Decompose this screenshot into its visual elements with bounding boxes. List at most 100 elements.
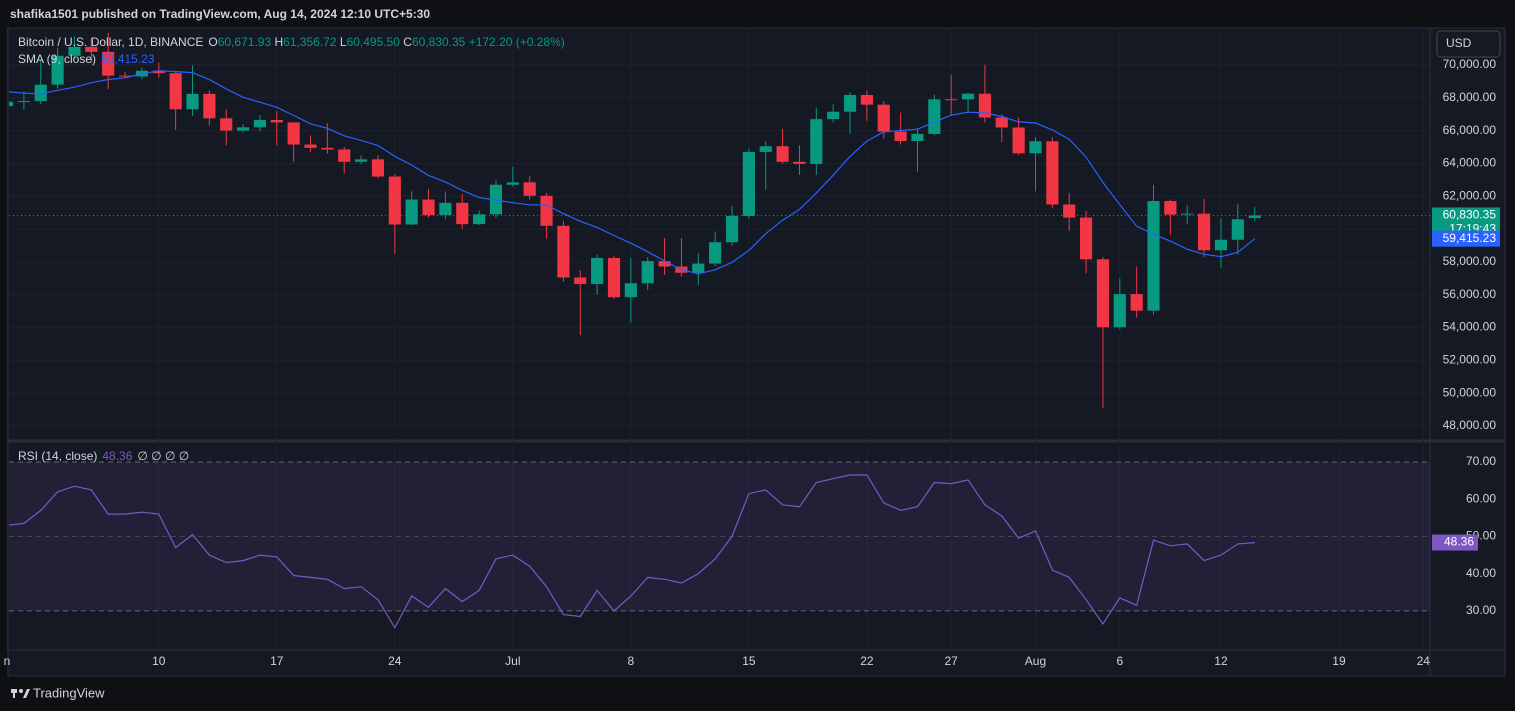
candle-body <box>388 176 401 225</box>
candle-body <box>1113 294 1126 328</box>
open-key: O <box>208 35 218 49</box>
change: +172.20 (+0.28%) <box>468 35 565 49</box>
candle-body <box>220 118 233 131</box>
byline-text: shafika1501 published on TradingView.com… <box>10 7 431 21</box>
candle-body <box>321 147 334 150</box>
rsi-label: 48.36 <box>1444 535 1474 549</box>
series-line <box>9 474 1255 629</box>
candle-body <box>456 202 469 225</box>
candle-body <box>725 215 739 243</box>
candle-body <box>961 93 975 100</box>
ohlc-group: O 60,671.93 H 61,356.72 L 60,495.50 C 60,830… <box>208 35 564 49</box>
candle-body <box>9 101 14 107</box>
candle-body <box>978 93 991 118</box>
rsi-tick-label: 30.00 <box>1466 603 1496 617</box>
candle-body <box>1029 141 1042 154</box>
x-tick-label: Jul <box>505 654 520 668</box>
candle-body <box>843 94 857 112</box>
candle-body <box>405 199 418 225</box>
y-tick-label: 58,000.00 <box>1443 254 1497 268</box>
candle-body <box>810 119 823 164</box>
sma-name: SMA (9, close) <box>18 52 97 66</box>
candle-body <box>102 51 115 76</box>
y-tick-label: 68,000.00 <box>1443 90 1497 104</box>
candle-body <box>1063 204 1076 218</box>
candle-body <box>439 202 452 216</box>
candle-body <box>793 161 806 164</box>
byline: shafika1501 published on TradingView.com… <box>10 7 430 21</box>
candle-body <box>270 119 283 123</box>
rsi-extra: ∅ ∅ ∅ ∅ <box>137 449 190 463</box>
candle-body <box>1181 213 1194 215</box>
candle-body <box>169 73 182 110</box>
candle-body <box>658 261 671 267</box>
candle-body <box>709 242 722 264</box>
x-tick-label: Aug <box>1025 654 1046 668</box>
candle-body <box>776 146 789 162</box>
candle-body <box>540 195 553 226</box>
rsi-tick-label: 40.00 <box>1466 566 1496 580</box>
candle-body <box>1046 141 1059 205</box>
candle-body <box>607 257 621 298</box>
x-tick-label: 24 <box>388 654 402 668</box>
candle-body <box>68 46 81 56</box>
candle-body <box>338 149 351 162</box>
brand-logo <box>11 689 30 698</box>
candle-body <box>152 70 165 74</box>
y-tick-label: 70,000.00 <box>1443 57 1497 71</box>
candle-body <box>692 263 705 273</box>
candle-body <box>557 225 570 278</box>
x-tick-label: 22 <box>860 654 874 668</box>
y-tick-label: 50,000.00 <box>1443 385 1497 399</box>
x-tick-label: 6 <box>1116 654 1123 668</box>
close-value: 60,830.35 <box>411 35 466 49</box>
candle-body <box>506 182 519 185</box>
currency-button[interactable] <box>1436 30 1501 58</box>
candle-body <box>894 131 907 141</box>
candle-body <box>186 93 199 110</box>
rsi-band <box>9 461 1430 611</box>
price-legend: Bitcoin / U.S. Dollar, 1D, BINANCE O 60,6… <box>18 35 565 49</box>
candle-body <box>877 104 890 132</box>
candle-body <box>1248 215 1261 219</box>
candle-body <box>118 75 132 77</box>
x-tick-label: 12 <box>1214 654 1228 668</box>
brand: TradingView <box>33 685 105 700</box>
candle-body <box>422 199 435 216</box>
series-line <box>9 70 1256 275</box>
candle-body <box>911 133 924 141</box>
currency-label: USD <box>1446 36 1472 50</box>
price-pane <box>9 32 1430 408</box>
candle-body <box>355 159 368 162</box>
open-value: 60,671.93 <box>217 35 272 49</box>
candle-body <box>742 151 755 216</box>
candle-body <box>34 84 47 102</box>
candle-body <box>1164 201 1177 215</box>
candle-body <box>51 55 64 85</box>
chart-panel <box>7 27 1506 677</box>
candle-body <box>945 99 958 101</box>
candle-body <box>1080 217 1093 260</box>
candle-body <box>304 144 317 148</box>
y-tick-label: 52,000.00 <box>1443 353 1497 367</box>
sma-legend: SMA (9, close) 59,415.23 <box>18 52 154 66</box>
rsi-tick-label: 70.00 <box>1466 454 1496 468</box>
candle-body <box>523 182 536 196</box>
candle-body <box>624 283 637 298</box>
sma-value: 59,415.23 <box>101 52 155 66</box>
candle-body <box>473 214 486 225</box>
candle-body <box>641 261 654 284</box>
candle-body <box>1012 127 1025 154</box>
candle-body <box>17 101 30 103</box>
y-tick-label: 64,000.00 <box>1443 156 1497 170</box>
rsi-tick-label: 60.00 <box>1466 491 1496 505</box>
x-tick-label: 19 <box>1332 654 1346 668</box>
high-value: 61,356.72 <box>283 35 337 49</box>
candle-body <box>1096 259 1109 328</box>
candle-body <box>574 277 587 285</box>
rsi-box <box>1432 534 1478 551</box>
candle-body <box>1198 213 1211 251</box>
rsi-name: RSI (14, close) <box>18 449 98 463</box>
y-tick-label: 62,000.00 <box>1443 188 1497 202</box>
